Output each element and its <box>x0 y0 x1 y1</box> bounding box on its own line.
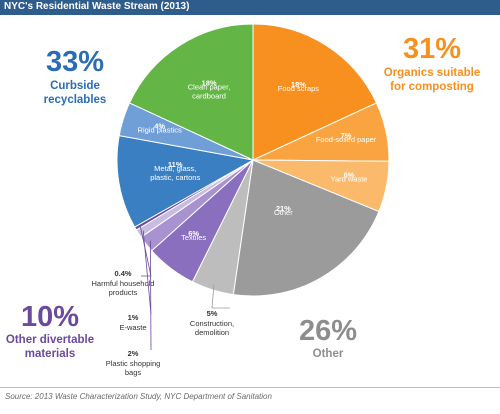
slice-category-clean-paper-cardboard: cardboard <box>192 91 226 100</box>
slice-metal-glass-plastic-cartons <box>116 135 255 228</box>
slice-category-e-waste: E-waste <box>119 323 146 332</box>
slice-value-clean-paper-cardboard: 18% <box>202 78 217 87</box>
slice-value-rigid-plastics: 4% <box>154 121 165 130</box>
group-other-label-1: Other <box>313 348 344 360</box>
leader-line-plastic-shopping-bags <box>150 240 152 351</box>
slice-category-plastic-shopping-bags: Plastic shopping <box>106 359 161 368</box>
slice-category-plastic-shopping-bags: bags <box>125 368 142 377</box>
slice-value-plastic-shopping-bags: 2% <box>128 349 139 358</box>
slice-food-scraps <box>252 23 378 161</box>
group-divertable-percent: 10% <box>21 301 79 333</box>
slice-category-other: Other <box>274 208 293 217</box>
slice-category-construction-demolition: Construction, <box>190 319 234 328</box>
group-recyclables-label-1: Curbside <box>50 80 100 92</box>
slice-category-yard-waste: Yard waste <box>331 174 368 183</box>
slice-value-e-waste: 1% <box>128 313 139 322</box>
slice-category-rigid-plastics: Rigid plastics <box>138 125 182 134</box>
slice-value-harmful-household-products: 0.4% <box>114 269 131 278</box>
leader-line-construction-demolition <box>211 284 230 309</box>
chart-title: NYC's Residential Waste Stream (2013) <box>4 1 190 12</box>
slice-value-food-scraps: 18% <box>291 80 306 89</box>
group-divertable-label-1: Other divertable <box>6 334 94 346</box>
slice-value-metal-glass-plastic-cartons: 11% <box>168 160 183 169</box>
slice-category-food-soiled-paper: Food-soiled paper <box>316 135 377 144</box>
slice-value-other: 21% <box>276 204 291 213</box>
slice-category-metal-glass-plastic-cartons: plastic, cartons <box>150 173 200 182</box>
group-organics-label-2: for composting <box>390 81 474 93</box>
footer-divider <box>0 387 500 388</box>
group-other-percent: 26% <box>299 315 357 347</box>
slice-category-harmful-household-products: Harmful household <box>92 279 155 288</box>
slice-other <box>232 159 380 297</box>
slice-category-harmful-household-products: products <box>109 288 138 297</box>
slice-value-construction-demolition: 5% <box>207 309 218 318</box>
title-bar: NYC's Residential Waste Stream (2013) <box>0 0 500 15</box>
slice-value-food-soiled-paper: 7% <box>341 131 352 140</box>
leader-line-harmful-household-products <box>139 225 152 277</box>
source-note: Source: 2013 Waste Characterization Stud… <box>5 392 272 401</box>
slice-category-textiles: Textiles <box>181 233 206 242</box>
slice-value-textiles: 6% <box>188 229 199 238</box>
group-organics-label-1: Organics suitable <box>384 67 481 79</box>
slice-value-yard-waste: 6% <box>344 170 355 179</box>
group-recyclables-percent: 33% <box>46 46 104 78</box>
group-divertable-label-2: materials <box>25 348 76 360</box>
slice-category-food-scraps: Food scraps <box>278 84 320 93</box>
slice-clean-paper-cardboard <box>128 23 254 161</box>
group-organics-percent: 31% <box>403 33 461 65</box>
slice-category-construction-demolition: demolition <box>195 328 229 337</box>
slice-category-metal-glass-plastic-cartons: Metal, glass, <box>154 164 196 173</box>
group-recyclables-label-2: recyclables <box>44 94 107 106</box>
slice-category-clean-paper-cardboard: Clean paper, <box>188 82 231 91</box>
